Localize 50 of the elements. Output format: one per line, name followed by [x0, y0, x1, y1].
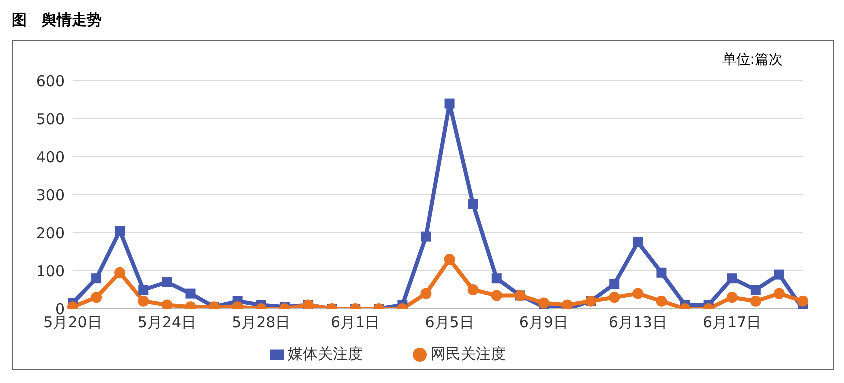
- x-tick-label: 6月5日: [425, 314, 474, 332]
- x-tick-label: 6月9日: [519, 314, 569, 332]
- y-tick-label: 400: [36, 148, 65, 166]
- point: [420, 288, 432, 300]
- x-tick-label: 5月24日: [138, 314, 197, 332]
- point: [138, 296, 150, 307]
- point: [656, 296, 668, 307]
- point: [726, 292, 738, 304]
- point: [186, 288, 196, 299]
- point: [162, 300, 173, 309]
- point: [468, 200, 478, 210]
- point: [750, 285, 761, 295]
- point: [491, 290, 502, 302]
- point: [656, 268, 667, 278]
- x-tick-label: 6月1日: [331, 314, 380, 332]
- x-tick-label: 5月20日: [44, 314, 102, 332]
- point: [91, 292, 102, 304]
- point: [609, 292, 620, 304]
- point: [421, 232, 432, 242]
- chart-title: 图 舆情走势: [11, 10, 103, 31]
- y-tick-label: 100: [36, 262, 65, 280]
- legend-label: 媒体关注度: [288, 345, 363, 363]
- x-tick-label: 6月17日: [703, 314, 762, 332]
- point: [774, 288, 785, 300]
- y-tick-label: 300: [36, 186, 65, 204]
- point: [727, 274, 738, 284]
- x-tick-label: 5月28日: [232, 314, 291, 332]
- y-tick-label: 500: [36, 110, 65, 128]
- point: [633, 238, 644, 248]
- point: [492, 274, 502, 284]
- text: 单位:篇次: [722, 51, 783, 69]
- point: [115, 226, 126, 236]
- y-tick-label: 600: [36, 72, 65, 90]
- point: [92, 274, 102, 284]
- point: [444, 98, 455, 109]
- y-tick-label: 200: [36, 224, 65, 242]
- point: [750, 296, 762, 307]
- point: [610, 279, 620, 290]
- point: [114, 267, 126, 278]
- point: [538, 298, 550, 309]
- point: [138, 285, 149, 295]
- point: [162, 277, 172, 288]
- point: [798, 296, 808, 307]
- point: [632, 288, 644, 300]
- point: [562, 300, 574, 309]
- x-tick-label: 6月13日: [608, 314, 668, 332]
- point: [444, 254, 456, 266]
- legend-label: 网民关注度: [431, 345, 506, 363]
- point: [774, 270, 784, 280]
- point: [468, 284, 479, 296]
